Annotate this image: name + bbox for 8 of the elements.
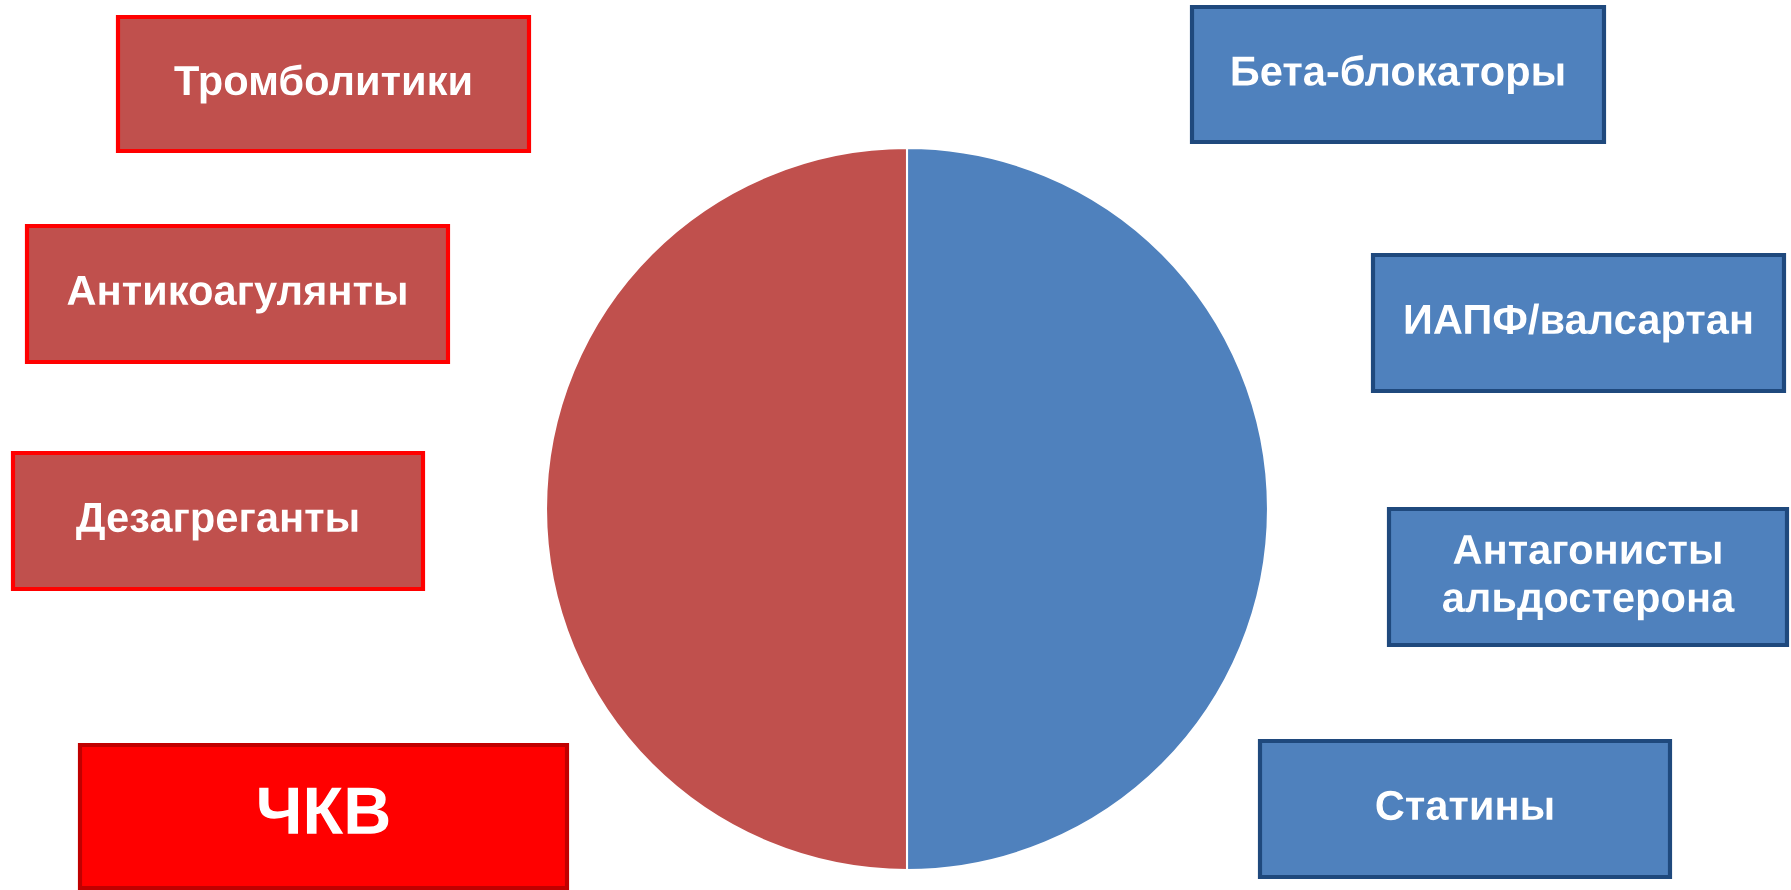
text: ЧКВ	[259, 787, 389, 834]
text: Бета-блокаторы	[1232, 54, 1564, 95]
text: Дезагреганты	[76, 503, 358, 541]
text: Статины	[1376, 790, 1553, 821]
text: ИАПФ/валсартан	[1405, 303, 1752, 343]
text: Тромболитики	[174, 64, 471, 104]
text: Антикоагулянты	[67, 276, 406, 314]
text: Антагонисты альдостерона	[1442, 535, 1735, 621]
